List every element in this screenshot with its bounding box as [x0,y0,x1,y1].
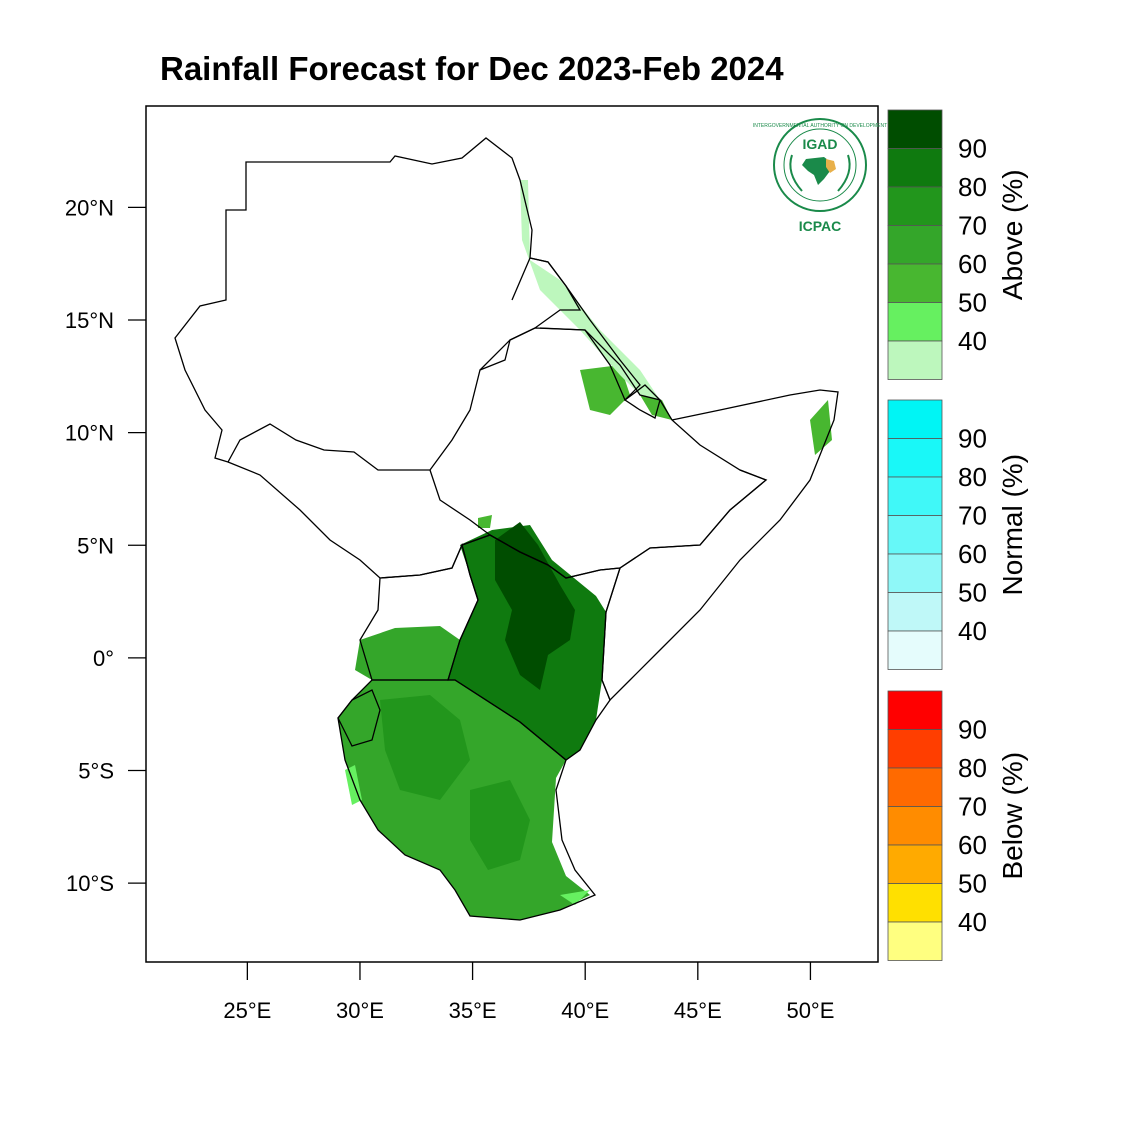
legend-label-above: 40 [958,326,987,356]
legend-label-above: 80 [958,172,987,202]
legend-label-normal: 50 [958,578,987,608]
africa-icon [802,157,832,185]
legend-swatch-normal [887,438,943,478]
lon-tick-label: 35°E [449,998,497,1023]
legend-label-normal: 40 [958,616,987,646]
legend-swatch-normal [887,399,943,439]
legends: 90 80 70 60 50 40 Above (%) 90 80 70 60 50 40 Normal … [887,109,1028,961]
shade-tanzania-dark-2 [470,780,530,870]
legend-label-below: 70 [958,792,987,822]
shade-tanzania-dark [380,695,470,800]
lon-tick-label: 30°E [336,998,384,1023]
lat-tick-label: 15°N [65,308,114,333]
legend-label-below: 40 [958,907,987,937]
legend-label-below: 90 [958,715,987,745]
boundary-eritrea [511,257,641,402]
lat-tick-label: 10°N [65,421,114,446]
legend-label-above: 70 [958,211,987,241]
forecast-shading [338,180,832,920]
lat-tick-label: 0° [93,646,114,671]
shade-uganda [355,626,460,680]
legend-swatch-normal [887,476,943,516]
legend-label-above: 90 [958,134,987,164]
shade-somalia-tip [810,400,832,455]
legend-swatch-below [887,690,943,730]
legend-swatch-below [887,883,943,923]
lat-tick-label: 10°S [66,871,114,896]
boundary-tanzania [337,679,597,921]
legend-label-above: 60 [958,249,987,279]
legend-label-below: 50 [958,869,987,899]
legend-swatch-above [887,340,943,380]
legend-swatch-above [887,186,943,226]
legend-swatch-normal [887,630,943,670]
legend-swatch-below [887,921,943,961]
lon-tick-label: 40°E [561,998,609,1023]
lat-tick-label: 5°S [78,759,114,784]
legend-swatch-below [887,767,943,807]
logo-icpac-text: ICPAC [799,218,842,234]
legend-label-below: 80 [958,753,987,783]
shade-eritrea-coast [520,180,660,405]
legend-swatch-below [887,844,943,884]
page-title: Rainfall Forecast for Dec 2023-Feb 2024 [160,50,784,87]
lon-tick-label: 45°E [674,998,722,1023]
legend-swatch-above [887,302,943,342]
shade-djibouti [640,395,672,420]
legend-swatch-above [887,148,943,188]
boundary-uganda [359,543,479,681]
legend-label-above: 50 [958,288,987,318]
shade-kenya-north-patch [478,515,492,528]
igad-logo: INTERGOVERNMENTAL AUTHORITY ON DEVELOPME… [753,118,887,234]
boundary-somalia [601,389,839,702]
boundary-rwanda-burundi [337,689,381,747]
legend-label-normal: 90 [958,424,987,454]
legend-label-normal: 80 [958,462,987,492]
laurel-left-icon [789,154,803,192]
boundary-sudan [174,137,582,471]
legend-swatch-above [887,225,943,265]
legend-label-below: 60 [958,830,987,860]
legend-swatch-normal [887,515,943,555]
legend-swatch-normal [887,553,943,593]
shade-kenya-core [495,522,575,690]
legend-title-above: Above (%) [997,169,1028,300]
legend-swatch-below [887,729,943,769]
lat-tick-label: 5°N [77,533,114,558]
lon-tick-label: 50°E [786,998,834,1023]
legend-label-normal: 70 [958,501,987,531]
lon-tick-label: 25°E [223,998,271,1023]
legend-swatch-above [887,263,943,303]
legend-title-below: Below (%) [997,752,1028,880]
logo-igad-text: IGAD [803,136,838,152]
logo-ring-text: INTERGOVERNMENTAL AUTHORITY ON DEVELOPME… [753,123,887,129]
legend-swatch-below [887,806,943,846]
legend-swatch-above [887,109,943,149]
laurel-right-icon [837,154,851,192]
boundary-djibouti [623,384,661,419]
shade-south-light [560,890,590,905]
legend-swatch-normal [887,592,943,632]
country-boundaries [174,137,839,921]
legend-title-normal: Normal (%) [997,454,1028,596]
lat-ticks: 20°N 15°N 10°N 5°N 0° 5°S 10°S [65,195,146,896]
igad-region-icon [826,159,836,173]
shade-ethiopia-west [580,365,630,415]
legend-label-normal: 60 [958,539,987,569]
lat-tick-label: 20°N [65,195,114,220]
lon-ticks: 25°E 30°E 35°E 40°E 45°E 50°E [223,962,834,1023]
